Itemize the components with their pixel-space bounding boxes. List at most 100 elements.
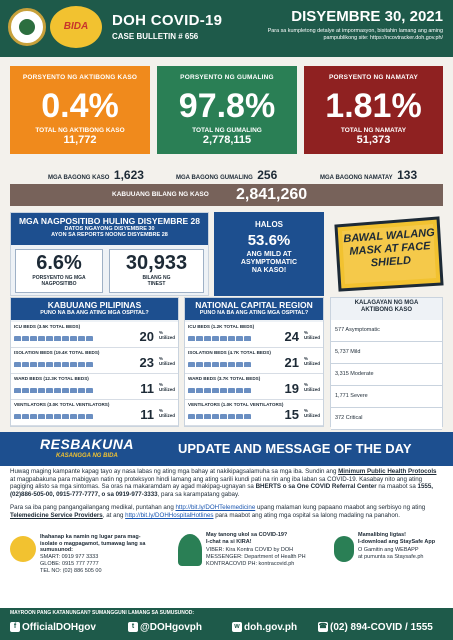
deaths-card: PORSYENTO NG NAMATAY 1.81% TOTAL NG NAMA…: [304, 66, 443, 154]
card-total: 51,373: [356, 134, 391, 146]
text: na maabot sa: [376, 483, 418, 491]
case-status-item: 372 Critical: [331, 408, 442, 430]
bed-unit: % Utilized: [304, 330, 320, 340]
staysafe-title: Mamalibing ligtas!: [358, 532, 406, 538]
bed-unit: % Utilized: [159, 330, 175, 340]
positivity-rate-card: 6.6% PORSYENTO NG MGA NAGPOSITIBO: [15, 249, 103, 293]
card-label: PORSYENTO NG GUMALING: [180, 74, 274, 81]
ph-header: KABUUANG PILIPINAS PUNO NA BA ANG ATING …: [11, 298, 178, 320]
positivity-sub2: AYON SA REPORTS NOONG DISYEMBRE 28: [51, 232, 168, 238]
text: Para sa iba pang pangangailangang medika…: [10, 504, 176, 512]
tested-card: 30,933 BILANG NG TINEST: [109, 249, 204, 293]
bed-icons: [14, 414, 93, 419]
globe-icon: w: [232, 622, 242, 633]
resbakuna-logo: RESBAKUNA: [40, 436, 134, 452]
bed-unit: % Utilized: [304, 382, 320, 392]
messenger-contact: MESSENGER: Department of Health PH: [206, 554, 306, 560]
bed-unit: % Utilized: [304, 356, 320, 366]
staysafe-download: I-download ang StaySafe App: [358, 539, 436, 545]
bed-utilization-row: VENTILATORS (3.0K TOTAL VENTILATORS) 11% U…: [11, 400, 178, 426]
text: Telemedicine Service Providers: [10, 511, 103, 519]
bida-logo: BIDA: [50, 6, 102, 48]
mild-asymptomatic-panel: HALOS 53.6% ANG MILD AT ASYMPTOMATIC NA …: [214, 212, 324, 296]
header-bar: BIDA DOH COVID-19 CASE BULLETIN # 656 DI…: [0, 0, 453, 57]
hotline[interactable]: ☎ (02) 894-COVID / 1555: [318, 622, 433, 633]
total-value: 2,841,260: [236, 186, 308, 203]
text: , para sa karampatang gabay.: [157, 490, 240, 498]
card-sublabel: TOTAL NG NAMATAY: [340, 127, 407, 134]
update-body: Huwag maging kampante kapag tayo ay nasa…: [10, 468, 443, 520]
text: 1555, (02)886-505-00, 0915-777-7777, o s…: [10, 483, 434, 498]
update-header: RESBAKUNA KASANGGA NG BIDA UPDATE AND ME…: [0, 432, 453, 466]
bed-label: ICU BEDS (1.2K TOTAL BEDS): [188, 324, 255, 329]
isolation-text: Ihahanap ka namin ng lugar para mag-isol…: [40, 534, 146, 553]
bed-label: WARD BEDS (3.7K TOTAL BEDS): [188, 376, 261, 381]
text: Huwag maging kampante kapag tayo ay nasa…: [10, 468, 339, 475]
unit: %: [303, 356, 308, 361]
new-deaths-stat: MGA BAGONG NAMATAY 133: [320, 166, 417, 184]
utilized-label: Utilized: [158, 361, 175, 366]
facebook-icon: f: [10, 622, 20, 633]
social-bar: MAYROON PANG KATANUNGAN? SUMANGGUNI LAMA…: [0, 608, 453, 640]
text: BHERTS o sa One COVID Referral Center: [255, 483, 377, 491]
card-total: 11,772: [63, 134, 97, 146]
card-percentage: 1.81%: [325, 87, 422, 125]
phone-icon: ☎: [318, 622, 328, 633]
ncr-header: NATIONAL CAPITAL REGION PUNO NA BA ANG A…: [185, 298, 323, 320]
bed-percentage: 20: [139, 329, 154, 344]
ncr-sub: PUNO NA BA ANG ATING MGA OSPITAL?: [199, 310, 309, 316]
card-sublabel: TOTAL NG AKTIBONG KASO: [35, 127, 125, 134]
bed-utilization-row: ISOLATION BEDS (19.4K TOTAL BEDS) 23% Util…: [11, 348, 178, 374]
bed-utilization-row: WARD BEDS (12.3K TOTAL BEDS) 11% Utilized: [11, 374, 178, 400]
bed-unit: % Utilized: [159, 382, 175, 392]
new-cases-stat: MGA BAGONG KASO 1,623: [48, 166, 144, 184]
stat-label: MGA BAGONG NAMATAY: [320, 175, 393, 181]
ncr-title: NATIONAL CAPITAL REGION: [195, 300, 313, 310]
bed-icons: [14, 388, 93, 393]
website-link[interactable]: w doh.gov.ph: [232, 622, 297, 633]
tel-number: TEL NO: (02) 886 505 00: [40, 568, 102, 574]
unit: %: [158, 408, 163, 413]
twitter-link[interactable]: t @DOHgovph: [128, 622, 202, 633]
text: at magpabakuna para mabigyan natin ng pr…: [10, 475, 423, 491]
unit: %: [303, 408, 308, 413]
utilized-label: Utilized: [303, 413, 320, 418]
stat-value: 1,623: [113, 168, 144, 182]
card-label: PORSYENTO NG AKTIBONG KASO: [22, 74, 138, 81]
stat-label: MGA BAGONG KASO: [48, 175, 110, 181]
positivity-sub1: DATOS NGAYONG DISYEMBRE 30: [64, 226, 155, 232]
ncr-hospital-panel: NATIONAL CAPITAL REGION PUNO NA BA ANG A…: [184, 297, 324, 427]
new-recovered-stat: MGA BAGONG GUMALING 256: [176, 166, 277, 184]
case-status-item: 3,315 Moderate: [331, 364, 442, 386]
bed-label: ISOLATION BEDS (4.7K TOTAL BEDS): [188, 350, 271, 355]
bed-percentage: 11: [140, 381, 154, 396]
bed-icons: [188, 362, 251, 367]
case-status-item: 1,771 Severe: [331, 386, 442, 408]
utilized-label: Utilized: [158, 335, 175, 340]
staysafe-webapp: O Gamitin ang WEBAPP: [358, 547, 419, 553]
bed-label: ICU BEDS (3.5K TOTAL BEDS): [14, 324, 81, 329]
bed-utilization-row: ICU BEDS (3.5K TOTAL BEDS) 20 % Utilized: [11, 322, 178, 348]
facebook-link[interactable]: f OfficialDOHgov: [10, 622, 96, 633]
hospital-hotlines-link[interactable]: http://bit.ly/DOHHospitalHotlines: [125, 511, 214, 519]
recovered-card: PORSYENTO NG GUMALING 97.8% TOTAL NG GUM…: [157, 66, 297, 154]
staysafe-site: at pumunta sa Staysafe.ph: [358, 554, 424, 560]
case-status-item: 5,737 Mild: [331, 342, 442, 364]
text: , at ang: [102, 511, 126, 519]
telemedicine-link[interactable]: http://bit.ly/DOHTelemedicine: [175, 504, 256, 512]
tested-label: BILANG NG TINEST: [142, 275, 171, 287]
utilized-label: Utilized: [303, 387, 320, 392]
kira-question: May tanong ukol sa COVID-19?: [206, 532, 288, 538]
resbakuna-tagline: KASANGGA NG BIDA: [56, 453, 118, 459]
bed-utilization-row: WARD BEDS (3.7K TOTAL BEDS) 19% Utilized: [185, 374, 323, 400]
kalagayan-title: KALAGAYAN NG MGA AKTIBONG KASO: [354, 300, 419, 313]
kira-chat: I-chat na si KIRA!: [206, 539, 252, 545]
text: upang malaman kung papaano maabot ang se…: [255, 504, 426, 512]
header-note: Para sa kumpletong detalye at impormasyo…: [267, 28, 443, 41]
bed-label: VENTILATORS (3.0K TOTAL VENTILATORS): [14, 402, 110, 407]
page-title: DOH COVID-19: [112, 12, 223, 29]
positivity-rate-label: PORSYENTO NG MGA NAGPOSITIBO: [32, 275, 86, 287]
bed-percentage: 21: [284, 355, 299, 370]
halos-desc: ANG MILD AT ASYMPTOMATIC: [240, 251, 298, 266]
update-title: UPDATE AND MESSAGE OF THE DAY: [178, 441, 412, 456]
